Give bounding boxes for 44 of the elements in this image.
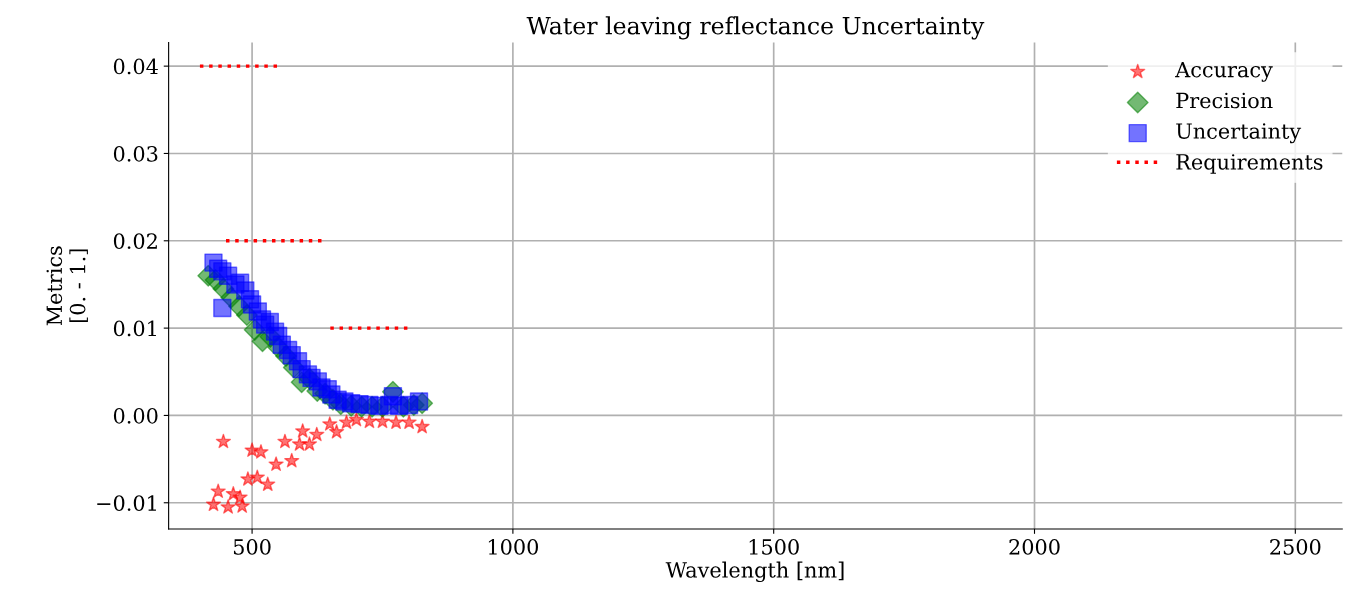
y-axis-title: Metrics [0. - 1.]	[46, 246, 88, 326]
legend-label: Precision	[1176, 92, 1273, 109]
point	[268, 456, 284, 471]
point	[409, 392, 429, 411]
y-tick-label: 0.00	[113, 407, 158, 424]
x-tick-label: 2000	[1009, 539, 1060, 555]
point	[234, 498, 250, 513]
point	[213, 298, 232, 318]
point	[328, 424, 345, 439]
y-tick-label: 0.01	[113, 320, 156, 337]
point	[215, 433, 232, 449]
point	[295, 423, 311, 438]
point	[284, 452, 300, 468]
point	[260, 476, 276, 492]
x-tick-label: 2500	[1270, 539, 1321, 555]
y-tick-label: 0.02	[113, 233, 157, 249]
y-tick-label: 0.03	[113, 145, 158, 162]
chart-title: Water leaving reflectance Uncertainty	[526, 16, 985, 40]
point	[348, 411, 365, 427]
x-tick-label: 500	[233, 539, 271, 555]
point	[240, 471, 256, 486]
y-tick-label: −0.01	[97, 495, 156, 511]
point	[205, 496, 222, 512]
point	[309, 426, 325, 442]
point	[301, 436, 318, 451]
point	[401, 414, 417, 430]
point	[388, 414, 404, 430]
legend-label: Uncertainty	[1176, 123, 1302, 144]
x-tick-label: 1500	[749, 539, 799, 555]
y-tick-label: 0.04	[113, 58, 158, 75]
point	[338, 414, 355, 430]
point	[210, 483, 226, 498]
point	[322, 416, 338, 431]
legend-label: Accuracy	[1175, 61, 1273, 82]
point	[244, 442, 260, 457]
point	[253, 444, 269, 459]
x-axis-title: Wavelength [nm]	[665, 561, 844, 583]
point	[414, 418, 430, 434]
point	[361, 413, 378, 429]
x-tick-label: 1000	[488, 539, 539, 555]
legend-label: Requirements	[1176, 154, 1323, 174]
point	[249, 469, 265, 485]
point	[277, 433, 293, 449]
point	[220, 499, 236, 514]
